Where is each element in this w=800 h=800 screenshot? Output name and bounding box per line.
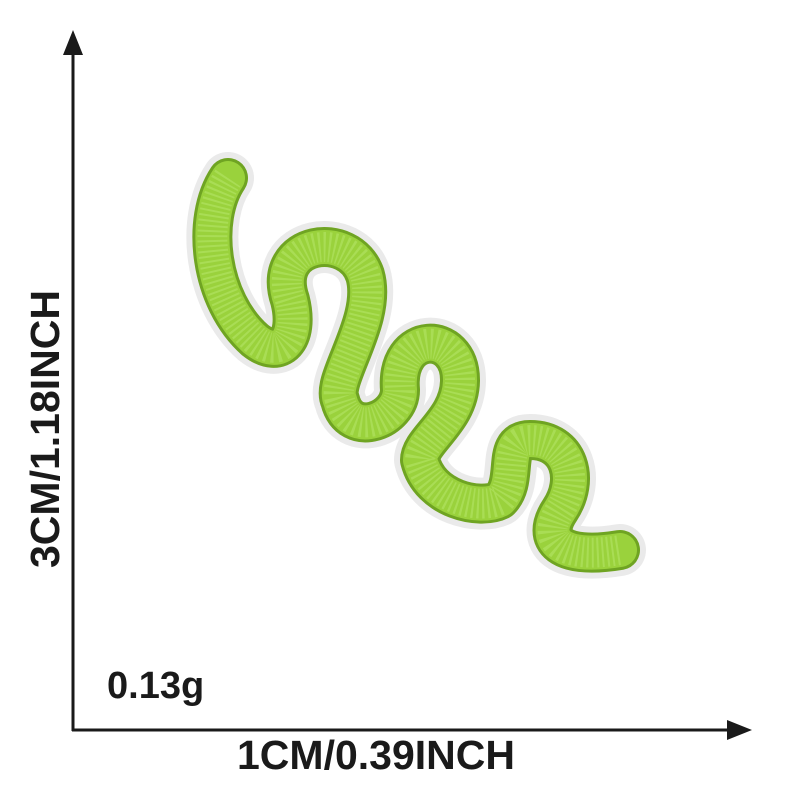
patch-stitch-texture bbox=[197, 169, 623, 568]
height-dimension-label: 3CM/1.18INCH bbox=[22, 290, 68, 568]
weight-label: 0.13g bbox=[107, 665, 205, 707]
vertical-arrow-icon bbox=[63, 30, 83, 55]
horizontal-arrow-icon bbox=[727, 720, 752, 740]
embroidered-loop-patch-icon bbox=[186, 152, 646, 579]
width-dimension-label: 1CM/0.39INCH bbox=[237, 732, 515, 778]
